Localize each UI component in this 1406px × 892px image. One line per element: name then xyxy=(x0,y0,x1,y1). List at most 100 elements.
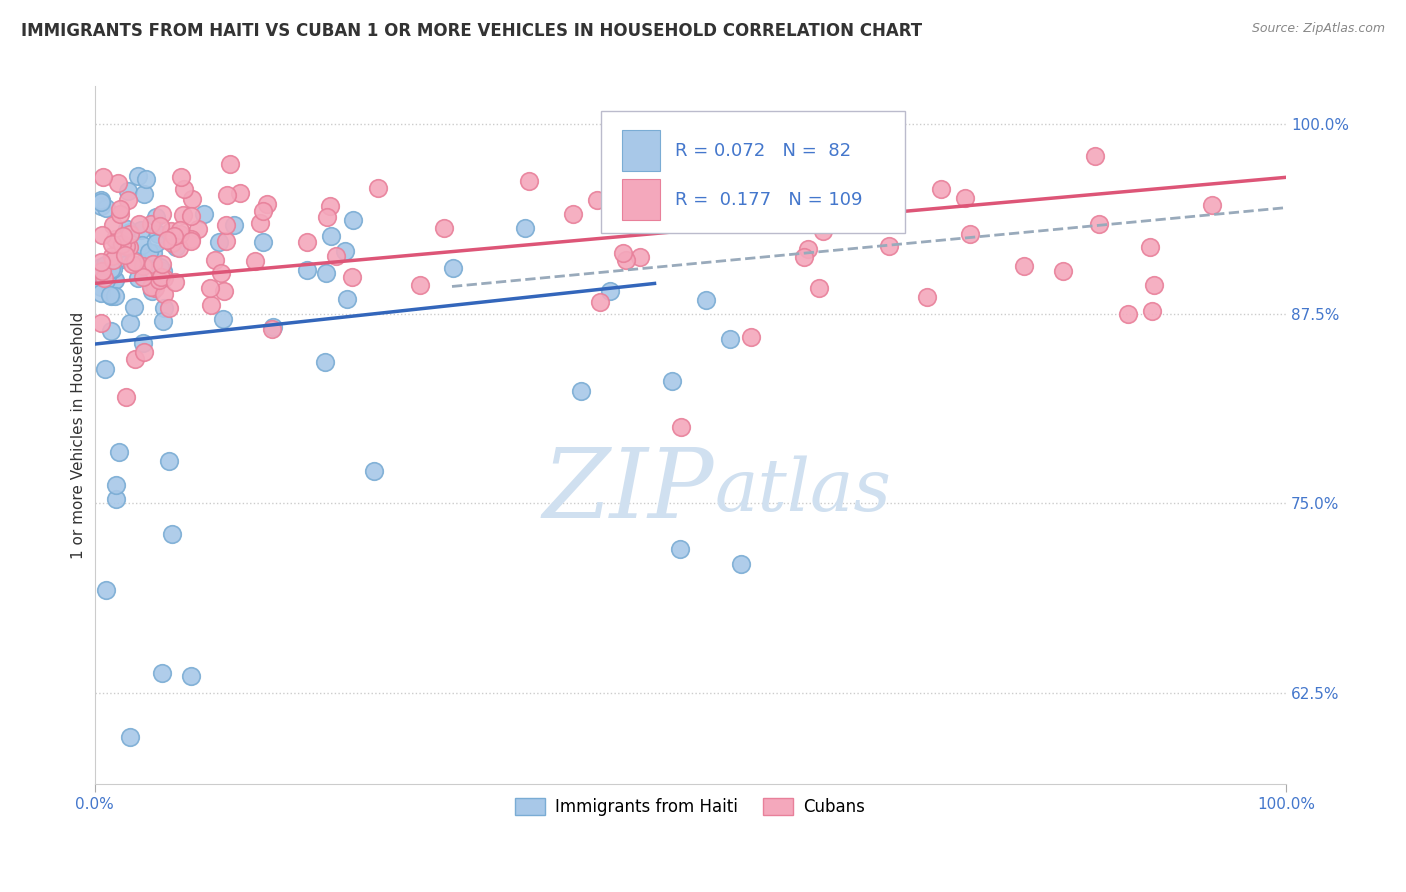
Point xyxy=(204,252,226,267)
Point xyxy=(90,195,112,210)
Point xyxy=(132,344,155,359)
Point xyxy=(115,390,138,404)
Point xyxy=(675,194,697,208)
Point xyxy=(149,269,172,284)
Point xyxy=(121,256,143,270)
Point xyxy=(104,273,127,287)
Point xyxy=(103,218,125,232)
Point xyxy=(111,229,134,244)
Point xyxy=(157,301,180,316)
Point xyxy=(1116,307,1139,321)
Point xyxy=(105,252,128,266)
Point xyxy=(714,163,737,178)
Point xyxy=(105,478,128,492)
Text: IMMIGRANTS FROM HAITI VS CUBAN 1 OR MORE VEHICLES IN HOUSEHOLD CORRELATION CHART: IMMIGRANTS FROM HAITI VS CUBAN 1 OR MORE… xyxy=(21,22,922,40)
Point xyxy=(108,444,131,458)
Point xyxy=(100,249,122,263)
Point xyxy=(160,236,183,251)
Point xyxy=(173,181,195,195)
Point xyxy=(813,224,835,238)
Point xyxy=(131,256,153,270)
Point xyxy=(883,197,905,211)
Point xyxy=(209,266,232,280)
Point xyxy=(135,172,157,186)
Point xyxy=(90,260,112,274)
Point xyxy=(314,355,336,369)
Point xyxy=(150,207,173,221)
Point xyxy=(90,228,112,243)
Point xyxy=(101,253,124,268)
Point xyxy=(100,324,122,338)
Point xyxy=(315,266,337,280)
Point xyxy=(114,248,136,262)
Point xyxy=(107,253,129,268)
Point xyxy=(124,352,146,367)
Point xyxy=(321,229,343,244)
Point xyxy=(367,180,389,194)
Legend: Immigrants from Haiti, Cubans: Immigrants from Haiti, Cubans xyxy=(508,789,873,824)
FancyBboxPatch shape xyxy=(623,179,661,220)
Point xyxy=(101,236,124,251)
Point xyxy=(128,217,150,231)
Point xyxy=(211,311,233,326)
Point xyxy=(104,288,127,302)
Point xyxy=(159,224,181,238)
Point xyxy=(363,465,385,479)
Point xyxy=(152,314,174,328)
Point xyxy=(441,260,464,275)
Point xyxy=(90,264,112,278)
Point xyxy=(730,557,752,571)
Point xyxy=(90,316,112,330)
Point xyxy=(90,255,112,269)
FancyBboxPatch shape xyxy=(600,111,904,233)
Point xyxy=(262,319,284,334)
Point xyxy=(108,207,131,221)
Point xyxy=(180,669,202,683)
Point xyxy=(252,204,274,219)
Text: R = 0.072   N =  82: R = 0.072 N = 82 xyxy=(675,142,851,161)
Point xyxy=(153,301,176,315)
Point xyxy=(148,273,170,287)
Point xyxy=(200,281,222,295)
Point xyxy=(131,238,153,252)
Point xyxy=(229,186,252,200)
Point xyxy=(955,191,977,205)
Point xyxy=(124,255,146,269)
Point xyxy=(153,271,176,285)
Point xyxy=(139,279,162,293)
Point xyxy=(793,250,815,264)
Point xyxy=(959,227,981,241)
Point xyxy=(224,218,246,232)
Point xyxy=(143,281,166,295)
Point xyxy=(931,182,953,196)
Point xyxy=(132,335,155,350)
Point xyxy=(129,223,152,237)
Point xyxy=(1143,278,1166,293)
Point xyxy=(108,241,131,255)
Point xyxy=(111,236,134,251)
Point xyxy=(561,207,583,221)
Point xyxy=(217,188,239,202)
Point xyxy=(180,232,202,246)
Point xyxy=(1012,259,1035,273)
Point xyxy=(90,199,112,213)
Point xyxy=(142,257,165,271)
Point xyxy=(180,235,202,249)
Point xyxy=(333,244,356,258)
Point xyxy=(157,454,180,468)
Point xyxy=(93,270,115,285)
Point xyxy=(180,192,202,206)
Point xyxy=(1088,217,1111,231)
Point xyxy=(295,235,318,250)
Point xyxy=(249,216,271,230)
Point xyxy=(170,169,193,184)
Point xyxy=(97,267,120,281)
Point xyxy=(90,268,112,283)
Point xyxy=(262,322,284,336)
Point xyxy=(172,208,194,222)
Point xyxy=(115,222,138,236)
Point xyxy=(219,157,242,171)
Point xyxy=(94,362,117,376)
Point xyxy=(740,329,762,343)
Point xyxy=(325,249,347,263)
